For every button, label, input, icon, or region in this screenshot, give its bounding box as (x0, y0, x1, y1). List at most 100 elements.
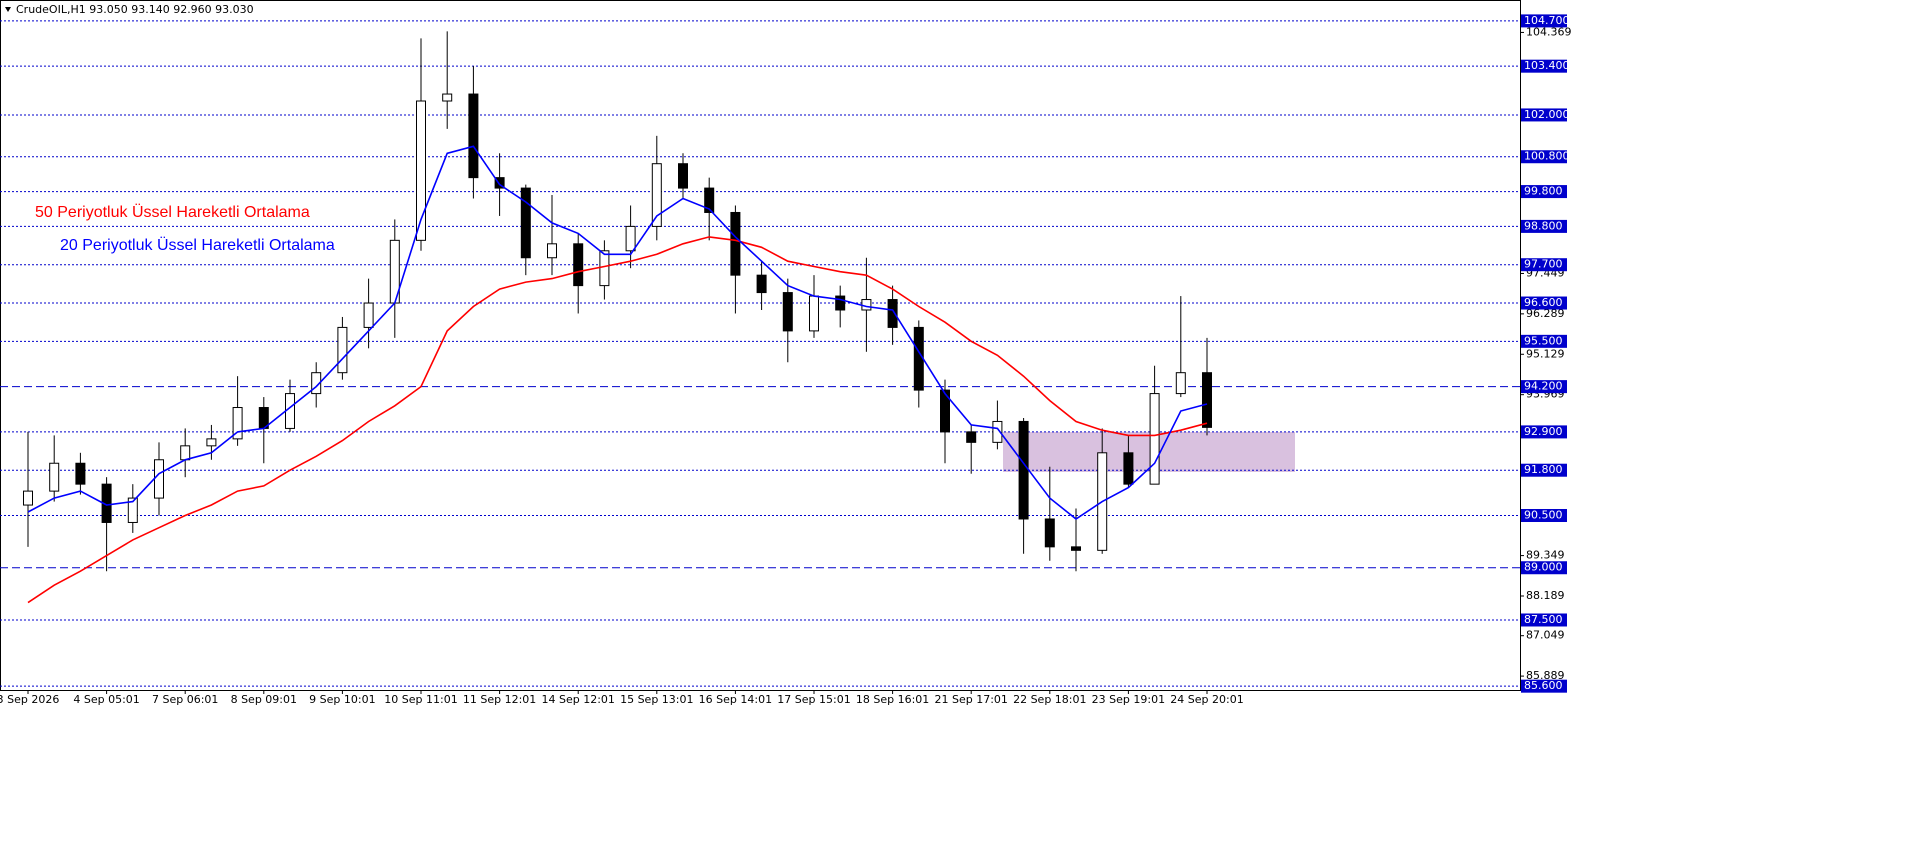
candle-body (651, 163, 662, 227)
level-label: 98.800 (1524, 219, 1563, 232)
level-label: 91.800 (1524, 463, 1563, 476)
level-label-bg (1521, 463, 1567, 477)
x-tick-label: 21 Sep 17:01 (934, 693, 1007, 706)
x-tick-label: 23 Sep 19:01 (1092, 693, 1165, 706)
candle-body (678, 163, 688, 189)
candle-body (311, 372, 322, 395)
level-label: 89.000 (1524, 561, 1563, 574)
candle-body (232, 407, 243, 440)
x-tick-label: 18 Sep 16:01 (856, 693, 929, 706)
candle-body (494, 177, 505, 189)
candle-body (1175, 372, 1186, 395)
x-tick-label: 24 Sep 20:01 (1170, 693, 1243, 706)
candle-body (913, 326, 924, 391)
level-label: 85.600 (1524, 679, 1563, 692)
candle-body (206, 438, 217, 447)
level-label-bg (1521, 613, 1567, 627)
candle-body (416, 100, 426, 241)
candle-body (23, 490, 33, 506)
x-tick-label: 9 Sep 10:01 (309, 693, 375, 706)
level-label-bg (1521, 380, 1567, 394)
candle-body (547, 243, 557, 259)
menu-arrow (5, 7, 11, 12)
y-tick-label: 89.349 (1526, 549, 1565, 562)
zone (1003, 432, 1295, 472)
level-label: 104.700 (1524, 14, 1570, 27)
level-label-bg (1521, 296, 1567, 310)
level-label: 94.200 (1524, 380, 1563, 393)
x-tick-label: 7 Sep 06:01 (152, 693, 218, 706)
candle-body (1202, 372, 1212, 428)
level-label-bg (1521, 561, 1567, 575)
candle-body (966, 431, 977, 443)
level-label: 87.500 (1524, 613, 1563, 626)
level-label: 92.900 (1524, 425, 1563, 438)
level-label-bg (1521, 108, 1567, 122)
level-label-bg (1521, 679, 1567, 693)
x-tick-label: 22 Sep 18:01 (1013, 693, 1086, 706)
ema-line (27, 145, 1208, 520)
candle-body (809, 295, 819, 332)
level-label-bg (1521, 219, 1567, 233)
y-tick-label: 96.289 (1526, 307, 1565, 320)
x-tick-label: 4 Sep 05:01 (73, 693, 139, 706)
candle-body (127, 497, 138, 523)
level-label: 103.400 (1524, 59, 1570, 72)
x-tick-label: 16 Sep 14:01 (699, 693, 772, 706)
level-label-bg (1521, 150, 1567, 164)
candle-body (599, 250, 610, 287)
level-label: 99.800 (1524, 185, 1563, 198)
level-label-bg (1521, 334, 1567, 348)
level-label: 95.500 (1524, 334, 1563, 347)
candle-body (1071, 546, 1081, 551)
x-tick-label: 8 Sep 09:01 (231, 693, 297, 706)
candle-body (363, 302, 374, 328)
candle-body (1044, 518, 1055, 548)
candle-body (154, 459, 164, 499)
candle-body (1123, 452, 1134, 485)
candle-body (704, 187, 715, 213)
x-tick-label: 3 Sep 2026 (0, 693, 59, 706)
level-label: 96.600 (1524, 296, 1563, 309)
candle-body (835, 295, 846, 311)
candle-body (1018, 420, 1029, 520)
candle-body (861, 299, 872, 311)
level-label-bg (1521, 425, 1567, 439)
level-label: 97.700 (1524, 258, 1563, 271)
candle-body (782, 292, 793, 332)
candle-body (75, 462, 86, 485)
x-tick-label: 15 Sep 13:01 (620, 693, 693, 706)
legend-label: 20 Periyotluk Üssel Hareketli Ortalama (60, 236, 335, 254)
x-tick-label: 14 Sep 12:01 (541, 693, 614, 706)
chart-title: CrudeOIL,H1 93.050 93.140 92.960 93.030 (16, 3, 254, 16)
x-tick-label: 11 Sep 12:01 (463, 693, 536, 706)
level-label-bg (1521, 59, 1567, 73)
level-label: 90.500 (1524, 508, 1563, 521)
candle-body (730, 211, 741, 276)
candle-body (992, 420, 1003, 443)
candle-body (756, 274, 767, 294)
y-tick-label: 85.889 (1526, 669, 1565, 682)
level-label-bg (1521, 508, 1567, 522)
candle-body (442, 93, 453, 102)
candle-body (625, 225, 636, 252)
candle-body (887, 299, 898, 328)
y-tick-label: 87.049 (1526, 629, 1565, 642)
candle-body (337, 326, 348, 374)
level-label-bg (1521, 258, 1567, 272)
candle-body (468, 93, 479, 179)
y-tick-label: 88.189 (1526, 589, 1565, 602)
level-label-bg (1521, 185, 1567, 199)
level-label: 100.800 (1524, 150, 1570, 163)
plot-frame (0, 0, 1521, 691)
candle-body (49, 462, 60, 492)
level-label-bg (1521, 14, 1567, 28)
ema-line (27, 236, 1208, 604)
level-label: 102.000 (1524, 108, 1570, 121)
candle-body (573, 243, 584, 287)
x-tick-label: 17 Sep 15:01 (777, 693, 850, 706)
legend-label: 50 Periyotluk Üssel Hareketli Ortalama (35, 203, 310, 221)
y-tick-label: 95.129 (1526, 347, 1565, 360)
